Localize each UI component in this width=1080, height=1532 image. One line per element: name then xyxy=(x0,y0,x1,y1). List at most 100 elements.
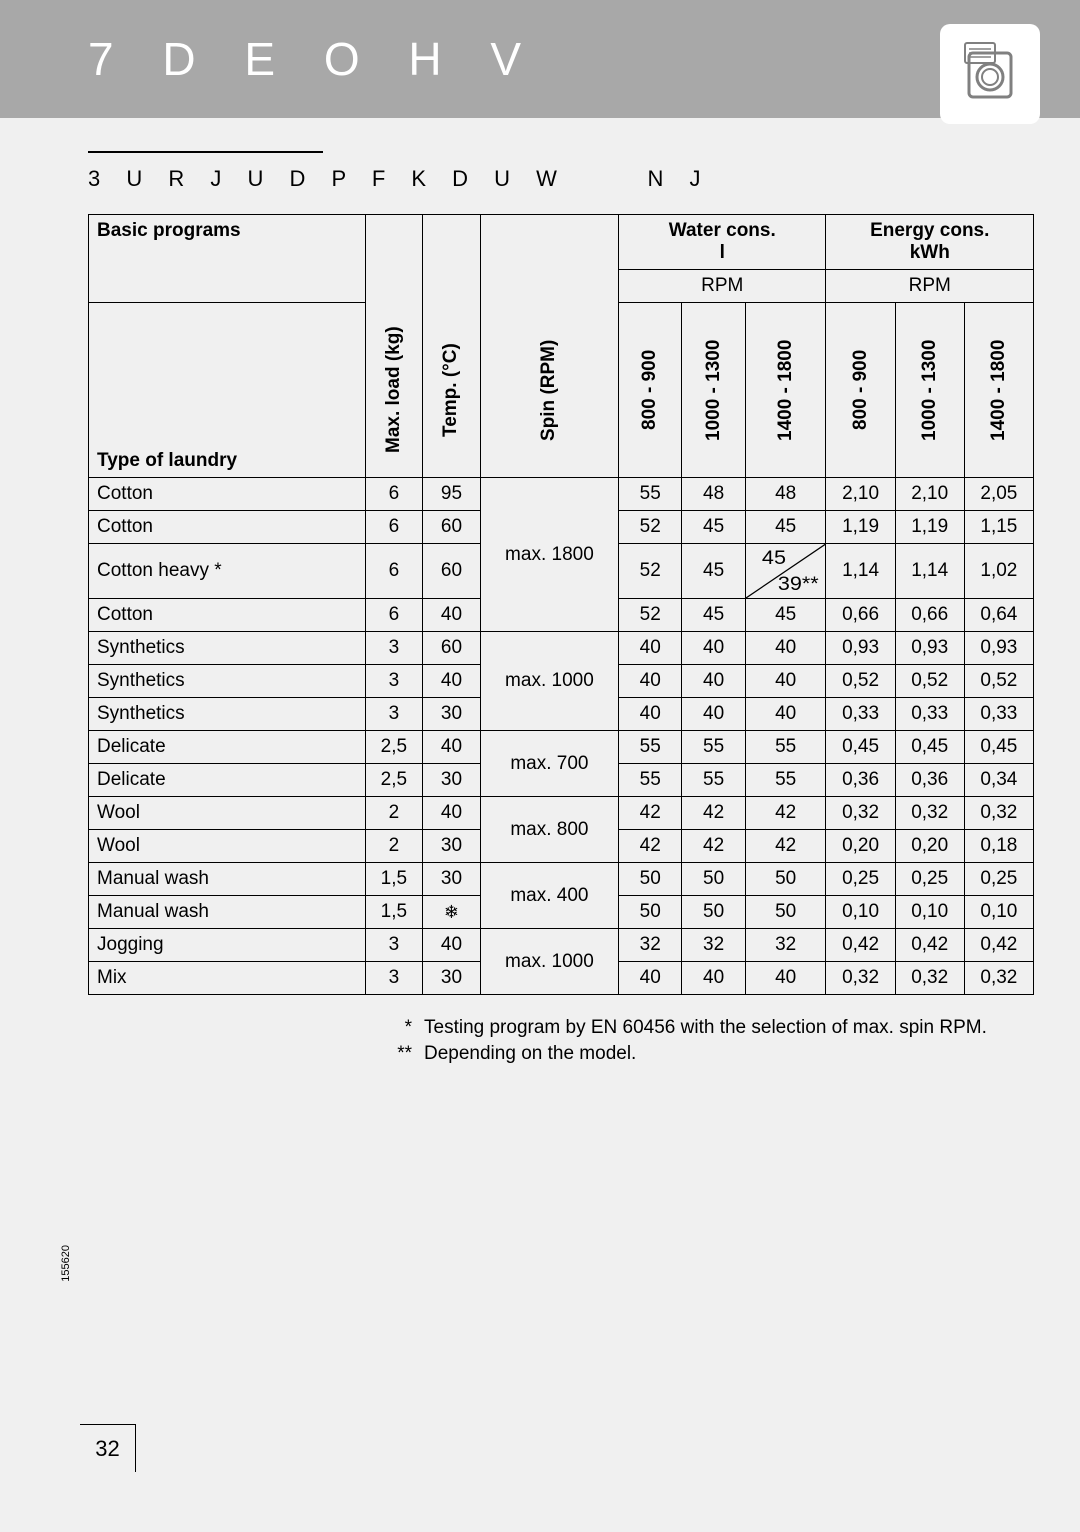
row-temp-11: 30 xyxy=(423,863,481,896)
row-temp-0: 95 xyxy=(423,478,481,511)
row-e2-14: 0,32 xyxy=(964,962,1033,995)
row-w1-3: 45 xyxy=(682,599,745,632)
row-e1-14: 0,32 xyxy=(895,962,964,995)
row-e0-13: 0,42 xyxy=(826,929,895,962)
hdr-water-cons: Water cons.l xyxy=(619,215,826,270)
svg-text:45: 45 xyxy=(762,548,786,569)
row-e0-4: 0,93 xyxy=(826,632,895,665)
row-w1-6: 40 xyxy=(682,698,745,731)
row-e1-3: 0,66 xyxy=(895,599,964,632)
row-e1-9: 0,32 xyxy=(895,797,964,830)
hdr-type-laundry: Type of laundry xyxy=(89,303,366,478)
row-e0-9: 0,32 xyxy=(826,797,895,830)
row-name-3: Cotton xyxy=(89,599,366,632)
spin-group-5: max. 1000 xyxy=(480,929,618,995)
program-table: Basic programsMax. load (kg)Temp. (°C)Sp… xyxy=(88,214,1034,995)
row-e1-11: 0,25 xyxy=(895,863,964,896)
row-e1-0: 2,10 xyxy=(895,478,964,511)
row-temp-1: 60 xyxy=(423,511,481,544)
header-bar: 7 D E O H V xyxy=(0,0,1080,118)
row-temp-5: 40 xyxy=(423,665,481,698)
row-name-1: Cotton xyxy=(89,511,366,544)
row-load-9: 2 xyxy=(365,797,423,830)
row-e0-8: 0,36 xyxy=(826,764,895,797)
page: 7 D E O H V 3 U R J U D P F K D U W N J … xyxy=(0,0,1080,1532)
subtitle-right: N J xyxy=(648,166,711,191)
row-name-12: Manual wash xyxy=(89,896,366,929)
footnote-text-1: Depending on the model. xyxy=(418,1041,1034,1067)
row-e2-5: 0,52 xyxy=(964,665,1033,698)
row-name-8: Delicate xyxy=(89,764,366,797)
row-e1-8: 0,36 xyxy=(895,764,964,797)
hdr-rpm-range-2: 1400 - 1800 xyxy=(745,303,826,478)
row-e1-1: 1,19 xyxy=(895,511,964,544)
row-w2-7: 55 xyxy=(745,731,826,764)
row-w2-11: 50 xyxy=(745,863,826,896)
row-name-10: Wool xyxy=(89,830,366,863)
row-e0-3: 0,66 xyxy=(826,599,895,632)
row-w2-5: 40 xyxy=(745,665,826,698)
row-e0-5: 0,52 xyxy=(826,665,895,698)
hdr-rpm-range-4: 1000 - 1300 xyxy=(895,303,964,478)
washing-machine-icon xyxy=(940,24,1040,124)
row-e1-13: 0,42 xyxy=(895,929,964,962)
row-w2-3: 45 xyxy=(745,599,826,632)
row-name-0: Cotton xyxy=(89,478,366,511)
row-load-2: 6 xyxy=(365,544,423,599)
row-w1-5: 40 xyxy=(682,665,745,698)
row-w2-9: 42 xyxy=(745,797,826,830)
row-load-4: 3 xyxy=(365,632,423,665)
row-temp-8: 30 xyxy=(423,764,481,797)
row-load-12: 1,5 xyxy=(365,896,423,929)
row-w0-7: 55 xyxy=(619,731,682,764)
row-w1-11: 50 xyxy=(682,863,745,896)
row-name-9: Wool xyxy=(89,797,366,830)
row-w0-0: 55 xyxy=(619,478,682,511)
row-w0-1: 52 xyxy=(619,511,682,544)
spin-group-2: max. 700 xyxy=(480,731,618,797)
row-w2-10: 42 xyxy=(745,830,826,863)
row-load-0: 6 xyxy=(365,478,423,511)
row-temp-9: 40 xyxy=(423,797,481,830)
row-e1-7: 0,45 xyxy=(895,731,964,764)
row-w1-4: 40 xyxy=(682,632,745,665)
subheader-text: 3 U R J U D P F K D U W N J xyxy=(88,166,1080,192)
hdr-rpm-range-5: 1400 - 1800 xyxy=(964,303,1033,478)
footnote-mark-0: * xyxy=(88,1015,418,1041)
row-w0-11: 50 xyxy=(619,863,682,896)
row-e2-13: 0,42 xyxy=(964,929,1033,962)
hdr-energy-cons: Energy cons.kWh xyxy=(826,215,1034,270)
row-w0-14: 40 xyxy=(619,962,682,995)
hdr-max-load: Max. load (kg) xyxy=(365,215,423,478)
row-name-6: Synthetics xyxy=(89,698,366,731)
row-load-11: 1,5 xyxy=(365,863,423,896)
row-name-7: Delicate xyxy=(89,731,366,764)
row-e1-12: 0,10 xyxy=(895,896,964,929)
row-w1-0: 48 xyxy=(682,478,745,511)
row-w1-12: 50 xyxy=(682,896,745,929)
row-temp-10: 30 xyxy=(423,830,481,863)
row-temp-6: 30 xyxy=(423,698,481,731)
row-temp-7: 40 xyxy=(423,731,481,764)
row-e1-2: 1,14 xyxy=(895,544,964,599)
row-e2-8: 0,34 xyxy=(964,764,1033,797)
row-e0-11: 0,25 xyxy=(826,863,895,896)
row-temp-2: 60 xyxy=(423,544,481,599)
row-e2-1: 1,15 xyxy=(964,511,1033,544)
spin-group-1: max. 1000 xyxy=(480,632,618,731)
row-w1-7: 55 xyxy=(682,731,745,764)
row-e2-9: 0,32 xyxy=(964,797,1033,830)
page-number-value: 32 xyxy=(95,1436,119,1462)
row-temp-13: 40 xyxy=(423,929,481,962)
row-w2-0: 48 xyxy=(745,478,826,511)
hdr-temp: Temp. (°C) xyxy=(423,215,481,478)
subheader: 3 U R J U D P F K D U W N J xyxy=(0,118,1080,192)
row-w2-14: 40 xyxy=(745,962,826,995)
row-load-14: 3 xyxy=(365,962,423,995)
svg-text:39**: 39** xyxy=(778,574,819,595)
row-e0-10: 0,20 xyxy=(826,830,895,863)
row-w2-12: 50 xyxy=(745,896,826,929)
row-e2-7: 0,45 xyxy=(964,731,1033,764)
row-w1-13: 32 xyxy=(682,929,745,962)
row-e1-5: 0,52 xyxy=(895,665,964,698)
